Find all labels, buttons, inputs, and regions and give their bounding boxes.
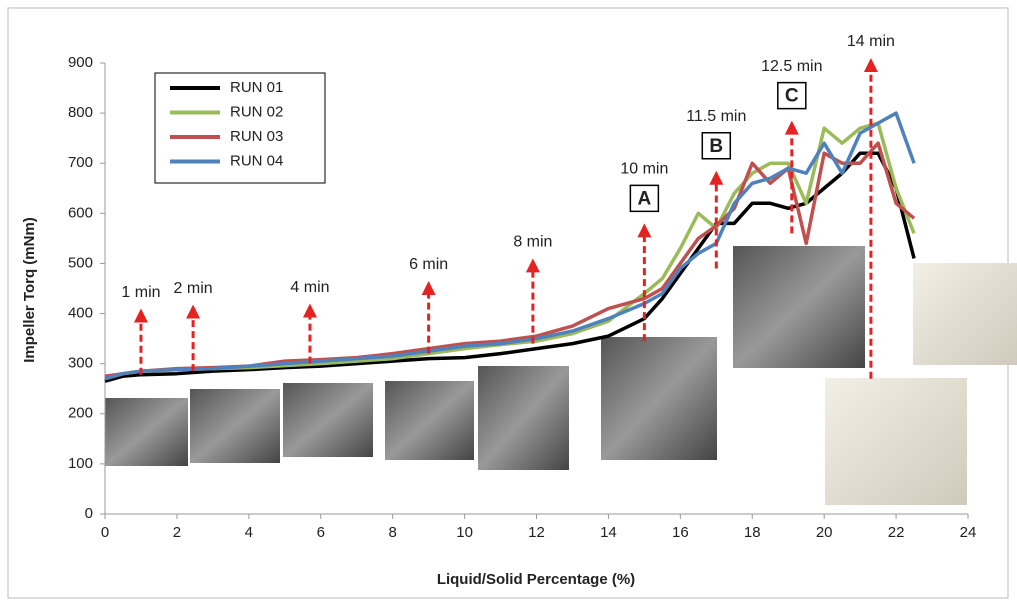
image [283, 383, 373, 457]
image [190, 389, 280, 463]
image [105, 398, 188, 466]
y-tick-label: 300 [68, 355, 93, 372]
chart: Impeller Torq (mNm) Liquid/Solid Percent… [0, 0, 1017, 608]
annotation-label: 10 min [620, 161, 668, 178]
x-tick-label: 20 [816, 524, 833, 541]
letter-label: B [709, 136, 723, 157]
x-tick-label: 6 [317, 524, 325, 541]
annotation-label: 4 min [290, 279, 329, 296]
legend-label: RUN 03 [230, 128, 283, 145]
y-tick-label: 800 [68, 104, 93, 121]
x-tick-label: 12 [528, 524, 545, 541]
image [385, 381, 474, 460]
legend-label: RUN 01 [230, 79, 283, 96]
arrow-head [785, 121, 799, 135]
annotation-label: 12.5 min [761, 58, 822, 75]
image [733, 246, 865, 368]
x-tick-label: 0 [101, 524, 109, 541]
arrow-head [186, 305, 200, 319]
arrow-head [709, 171, 723, 185]
annotation-label: 8 min [513, 234, 552, 251]
x-tick-label: 14 [600, 524, 617, 541]
y-tick-label: 100 [68, 455, 93, 472]
arrow-head [526, 258, 540, 272]
x-tick-label: 8 [388, 524, 396, 541]
y-tick-label: 200 [68, 405, 93, 422]
x-axis-label: Liquid/Solid Percentage (%) [437, 571, 635, 588]
arrow-head [134, 309, 148, 323]
image [601, 337, 717, 460]
legend-label: RUN 02 [230, 103, 283, 120]
y-tick-label: 400 [68, 305, 93, 322]
y-axis-label: Impeller Torq (mNm) [21, 217, 38, 363]
legend-label: RUN 04 [230, 152, 283, 169]
image [478, 366, 569, 470]
x-tick-label: 4 [245, 524, 253, 541]
letter-label: A [638, 188, 652, 209]
annotation-label: 2 min [174, 280, 213, 297]
annotation-label: 11.5 min [686, 108, 746, 125]
micrographs [105, 246, 1017, 505]
x-tick-label: 22 [888, 524, 905, 541]
x-tick-label: 10 [456, 524, 473, 541]
image [825, 378, 967, 505]
arrow-head [422, 281, 436, 295]
annotation-label: 1 min [121, 284, 160, 301]
annotation-label: 6 min [409, 256, 448, 273]
x-tick-label: 2 [173, 524, 181, 541]
y-tick-label: 700 [68, 154, 93, 171]
letter-label: C [785, 86, 799, 107]
y-tick-label: 900 [68, 54, 93, 71]
y-tick-label: 500 [68, 254, 93, 271]
arrow-head [864, 58, 878, 72]
y-tick-label: 0 [85, 505, 93, 522]
arrow-head [637, 223, 651, 237]
x-tick-label: 16 [672, 524, 689, 541]
image [913, 263, 1017, 365]
y-tick-label: 600 [68, 204, 93, 221]
arrow-head [303, 304, 317, 318]
x-tick-label: 24 [960, 524, 977, 541]
x-tick-label: 18 [744, 524, 761, 541]
annotation-label: 14 min [847, 33, 895, 50]
